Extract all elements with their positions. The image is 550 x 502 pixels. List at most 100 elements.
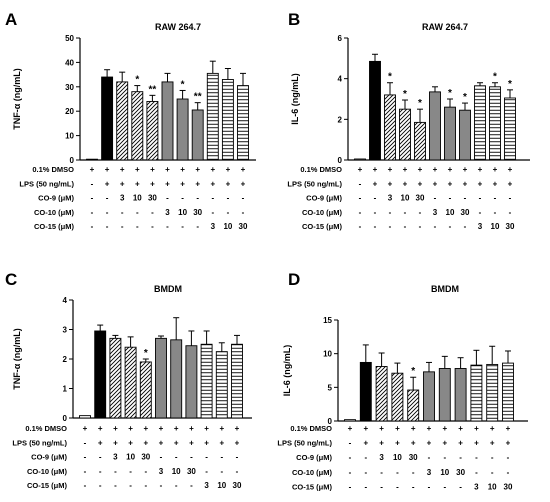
significance-marker: * [448,88,452,99]
chart-title: BMDM [431,284,459,294]
condition-value: + [135,165,140,174]
condition-value: + [195,179,200,188]
condition-value: - [151,208,154,217]
significance-marker: * [144,348,148,359]
condition-value: - [84,438,87,447]
condition-value: 10 [393,453,402,462]
condition-value: + [174,424,179,433]
condition-value: - [205,467,208,476]
condition-value: - [129,467,132,476]
condition-value: + [159,424,164,433]
bar [407,389,420,422]
bar [414,121,426,161]
condition-value: - [464,194,467,203]
condition-label: 0.1% DMSO [25,424,67,433]
condition-value: - [364,482,367,491]
bar [161,81,174,161]
bar [354,158,366,161]
condition-value: + [474,424,479,433]
condition-value: + [458,424,463,433]
significance-marker: * [403,89,407,100]
condition-value: - [181,222,184,231]
bar [429,91,441,161]
condition-value: + [90,165,95,174]
panel-B: B RAW 264.7 IL-6 (ng/mL) 0 2 4 6 * * * * * * * 0.1% DM… [287,10,530,231]
condition-value: - [99,481,102,490]
bar [155,337,167,419]
condition-label: CO-15 (μM) [292,482,333,491]
condition-value: 10 [488,482,497,491]
condition-value: + [411,439,416,448]
condition-value: 30 [187,467,196,476]
significance-marker: * [508,79,512,90]
condition-value: - [166,194,169,203]
condition-value: - [389,222,392,231]
condition-value: + [418,165,423,174]
condition-value: + [478,165,483,174]
condition-value: + [508,165,513,174]
condition-value: - [175,453,178,462]
condition-value: - [494,208,497,217]
condition-value: 3 [211,222,216,231]
condition-value: 3 [113,453,118,462]
condition-value: - [443,482,446,491]
chart-title: RAW 264.7 [155,22,201,32]
condition-value: 10 [133,194,142,203]
condition-value: - [443,453,446,462]
y-tick-label: 2 [63,355,68,364]
condition-value: - [349,482,352,491]
y-axis-label: IL-6 (ng/mL) [290,73,300,125]
condition-value: + [388,179,393,188]
condition-value: - [136,222,139,231]
condition-value: - [106,222,109,231]
y-tick-label: 20 [65,107,74,116]
y-tick-label: 6 [338,34,343,43]
condition-value: + [189,438,194,447]
condition-value: - [196,194,199,203]
bar [185,345,198,419]
bar [474,85,486,161]
condition-value: + [506,424,511,433]
condition-value: 30 [409,453,418,462]
condition-value: - [106,208,109,217]
condition-value: - [242,194,245,203]
bar [384,94,396,161]
condition-value: + [120,179,125,188]
bar [375,366,388,422]
condition-value: - [236,453,239,462]
bar [101,76,114,161]
y-tick-label: 5 [328,383,333,392]
condition-value: + [120,165,125,174]
y-tick-label: 40 [65,58,74,67]
condition-label: 0.1% DMSO [32,165,74,174]
condition-value: - [404,208,407,217]
condition-value: + [98,438,103,447]
condition-value: - [160,481,163,490]
condition-value: - [91,179,94,188]
condition-value: + [403,165,408,174]
condition-value: + [165,179,170,188]
condition-value: - [151,222,154,231]
panel-letter: A [5,10,17,29]
condition-value: 30 [461,208,470,217]
bar [504,97,516,161]
condition-value: - [364,468,367,477]
condition-value: - [479,194,482,203]
y-axis-label: IL-6 (ng/mL) [282,345,292,397]
condition-value: + [388,165,393,174]
condition-value: - [449,194,452,203]
condition-value: + [427,424,432,433]
bar [94,330,107,419]
condition-value: - [359,208,362,217]
condition-value: + [373,179,378,188]
condition-value: 10 [223,222,232,231]
condition-value: + [411,424,416,433]
condition-value: 10 [217,481,226,490]
condition-value: - [396,468,399,477]
condition-label: CO-9 (μM) [306,194,342,203]
condition-value: + [128,424,133,433]
condition-value: - [227,194,230,203]
condition-value: - [364,453,367,462]
bar [86,158,98,161]
bar [206,72,219,161]
